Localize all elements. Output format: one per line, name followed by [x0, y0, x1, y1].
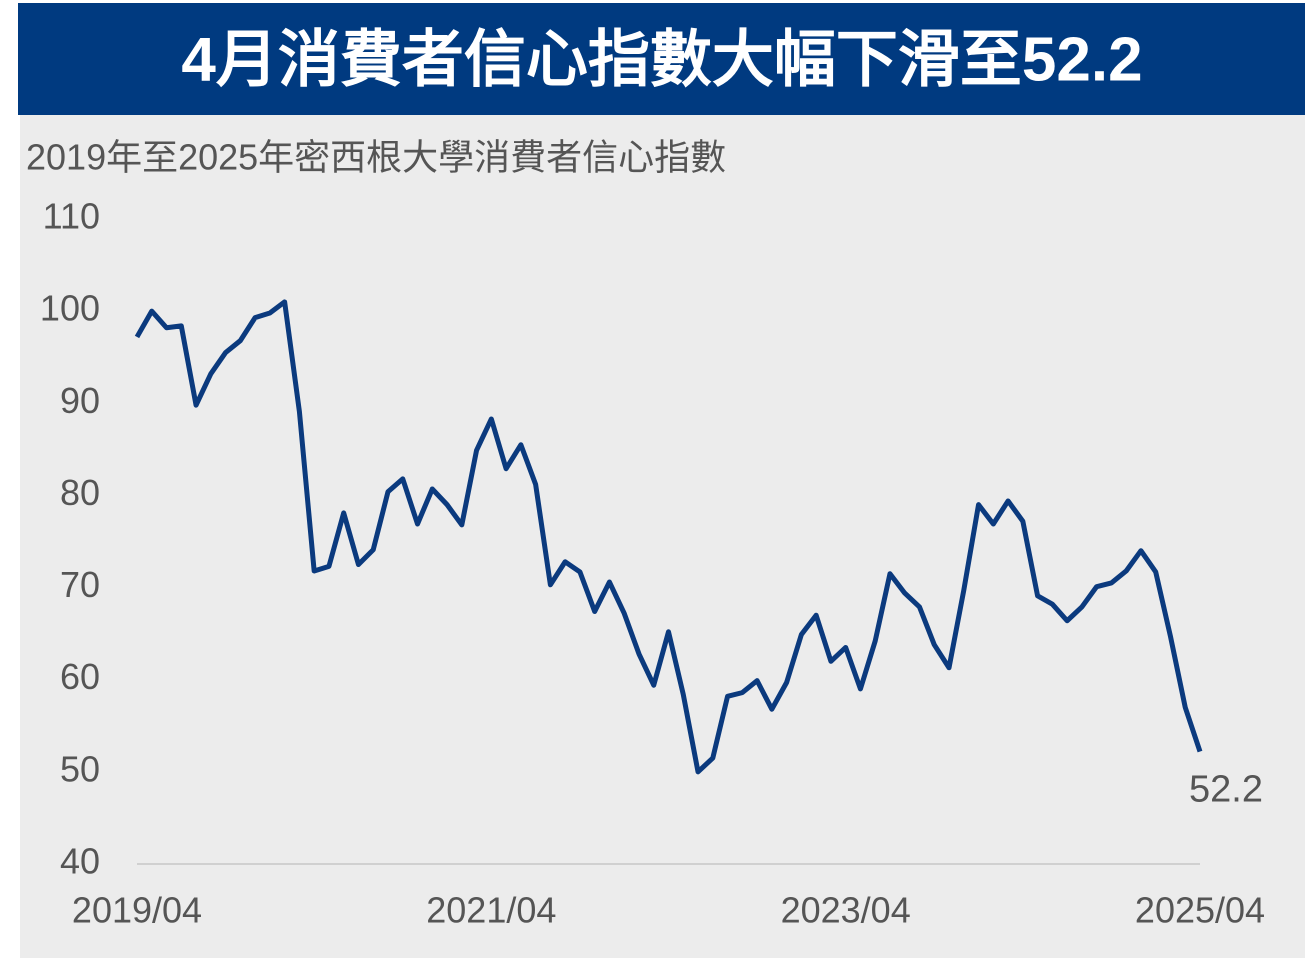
y-tick-label: 90	[60, 380, 100, 421]
y-tick-label: 50	[60, 748, 100, 789]
y-tick-label: 80	[60, 472, 100, 513]
data-label: 52.2	[1189, 769, 1263, 811]
x-tick-label: 2025/04	[1135, 890, 1265, 931]
y-tick-label: 40	[60, 841, 100, 882]
title-band	[18, 3, 1305, 115]
chart-subtitle: 2019年至2025年密西根大學消費者信心指數	[26, 137, 726, 178]
x-tick-label: 2021/04	[426, 890, 556, 931]
x-tick-label: 2023/04	[781, 890, 911, 931]
x-tick-label: 2019/04	[72, 890, 202, 931]
data-line	[134, 299, 1203, 775]
y-tick-label: 70	[60, 564, 100, 605]
chart-title: 4月消費者信心指數大幅下滑至52.2	[181, 25, 1142, 94]
plot-background	[20, 115, 1305, 958]
y-tick-label: 100	[40, 288, 100, 329]
y-tick-label: 110	[43, 196, 100, 237]
y-tick-label: 60	[60, 656, 100, 697]
